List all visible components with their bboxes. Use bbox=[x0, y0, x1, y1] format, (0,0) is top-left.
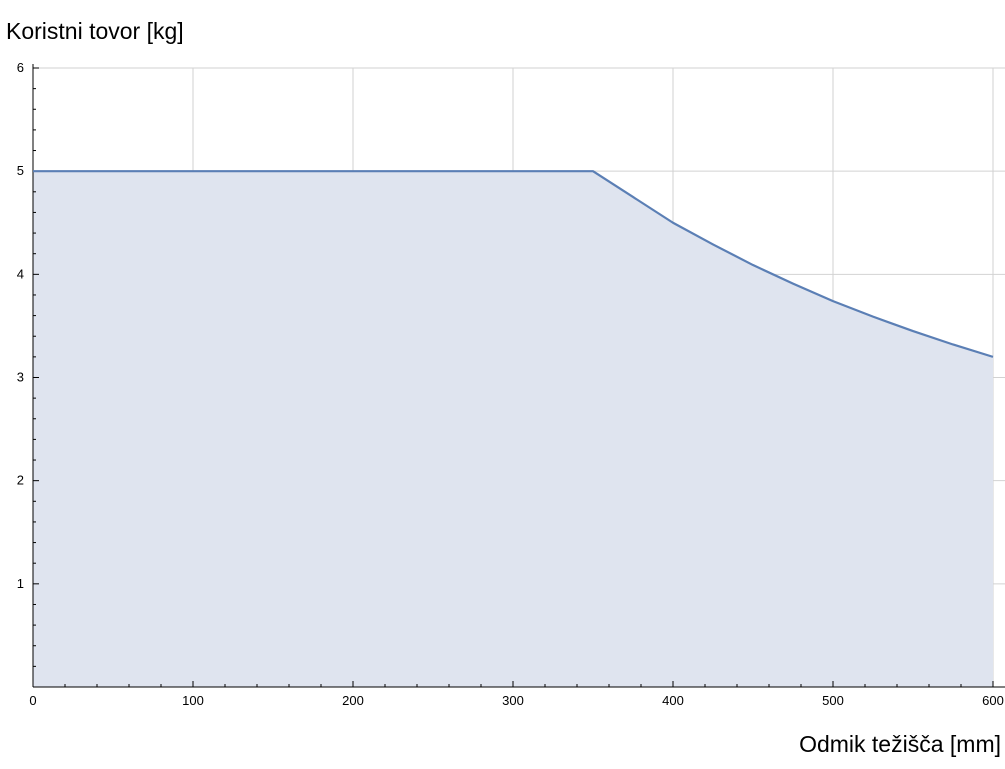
y-tick-label: 6 bbox=[17, 60, 24, 75]
y-tick-label: 3 bbox=[17, 370, 24, 385]
y-axis-title: Koristni tovor [kg] bbox=[6, 18, 184, 44]
series-area-fill bbox=[33, 171, 993, 687]
area-fill-layer bbox=[33, 171, 993, 687]
y-tick-label: 5 bbox=[17, 163, 24, 178]
tick-labels: 0 100 200 300 400 500 600 1 2 3 4 5 6 bbox=[17, 60, 1004, 708]
x-tick-label: 200 bbox=[342, 693, 364, 708]
y-tick-label: 4 bbox=[17, 266, 24, 281]
x-tick-label: 600 bbox=[982, 693, 1004, 708]
x-tick-label: 400 bbox=[662, 693, 684, 708]
series-line-layer bbox=[33, 170, 994, 358]
x-tick-label: 100 bbox=[182, 693, 204, 708]
x-axis-title: Odmik težišča [mm] bbox=[799, 731, 1001, 757]
x-tick-label: 300 bbox=[502, 693, 524, 708]
series-line bbox=[33, 170, 994, 358]
x-tick-label: 500 bbox=[822, 693, 844, 708]
x-tick-label: 0 bbox=[29, 693, 36, 708]
y-tick-label: 1 bbox=[17, 576, 24, 591]
y-tick-label: 2 bbox=[17, 473, 24, 488]
axes bbox=[32, 64, 1005, 688]
